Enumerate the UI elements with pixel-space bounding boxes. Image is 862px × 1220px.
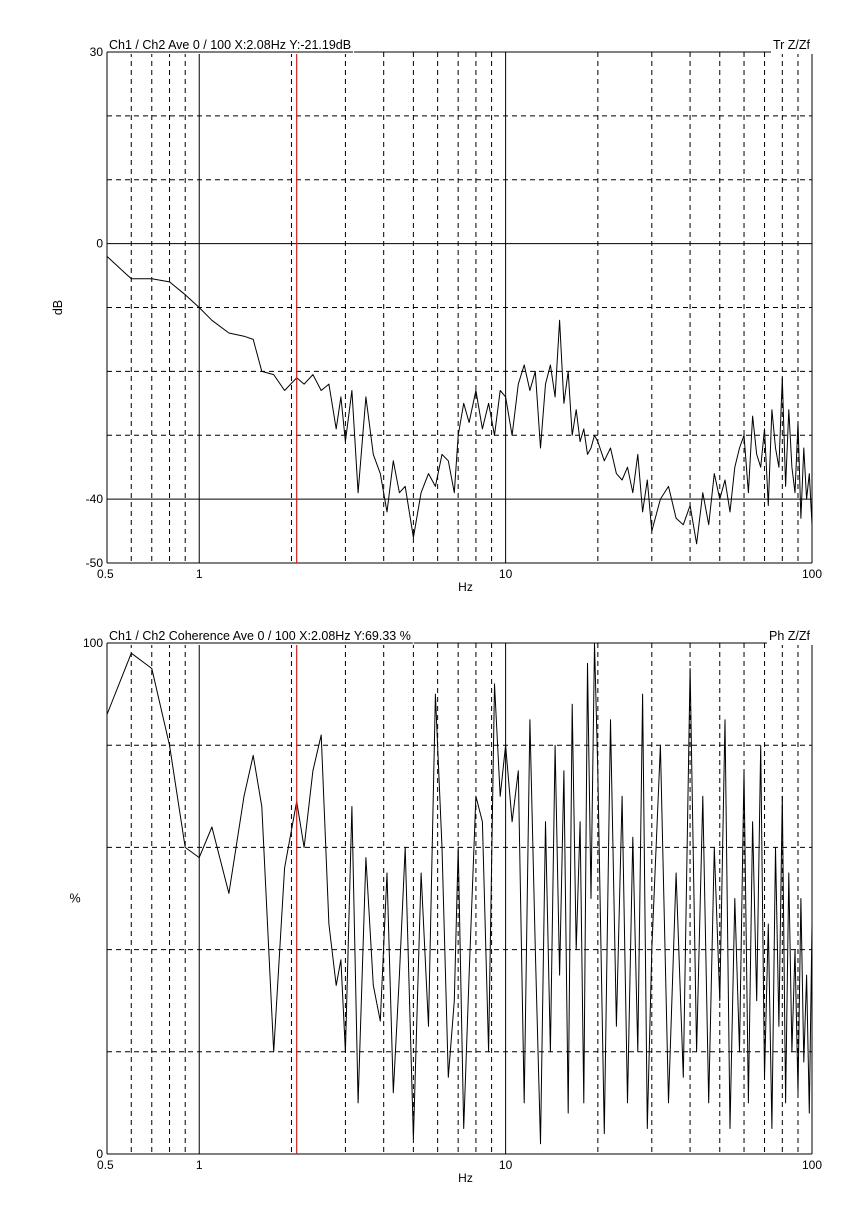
y-tick-label: -40	[86, 492, 104, 506]
chart-header-backing	[108, 629, 414, 645]
data-trace-line	[106, 256, 813, 545]
y-tick-label: -50	[86, 556, 104, 570]
y-tick-label: 0	[96, 1147, 103, 1161]
chart-panel-1: Ch1 / Ch2 Ave 0 / 100 X:2.08Hz Y:-21.19d…	[51, 38, 822, 594]
data-trace-line	[106, 642, 813, 1145]
x-tick-label: 100	[802, 567, 822, 581]
chart-tag-backing	[770, 38, 813, 54]
chart-header-backing	[108, 38, 355, 54]
y-tick-label: 100	[83, 636, 103, 650]
chart-tag-label: Ph Z/Zf	[769, 629, 811, 643]
x-tick-label: 0.5	[97, 1158, 114, 1172]
y-tick-label: 30	[90, 45, 104, 59]
y-tick-label: 0	[96, 237, 103, 251]
chart-header-readout: Ch1 / Ch2 Coherence Ave 0 / 100 X:2.08Hz…	[109, 629, 411, 643]
x-axis-title: Hz	[458, 1171, 473, 1185]
y-axis-title: dB	[51, 300, 65, 315]
x-tick-label: 10	[499, 567, 513, 581]
x-tick-label: 1	[196, 567, 203, 581]
y-axis-title: %	[69, 892, 80, 906]
chart-tag-backing	[767, 629, 813, 645]
chart-tag-label: Tr Z/Zf	[773, 38, 811, 52]
x-tick-label: 100	[802, 1158, 822, 1172]
chart-panel-2: Ch1 / Ch2 Coherence Ave 0 / 100 X:2.08Hz…	[69, 629, 822, 1185]
x-tick-label: 10	[499, 1158, 513, 1172]
x-tick-label: 0.5	[97, 567, 114, 581]
x-axis-title: Hz	[458, 580, 473, 594]
x-tick-label: 1	[196, 1158, 203, 1172]
chart-header-readout: Ch1 / Ch2 Ave 0 / 100 X:2.08Hz Y:-21.19d…	[109, 38, 351, 52]
